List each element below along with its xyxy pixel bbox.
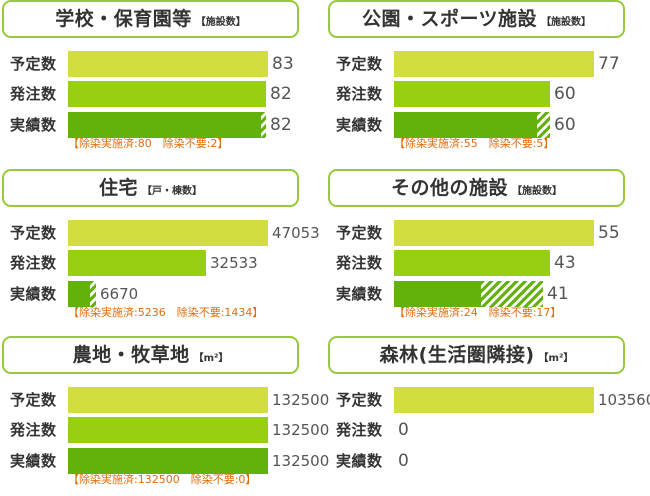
chart-title: 住宅 [98,177,138,199]
chart-header: 学校・保育園等 【施設数】 [2,0,299,38]
chart-header: 公園・スポーツ施設 【施設数】 [328,0,625,38]
chart-title: 森林(生活圏隣接) [379,344,535,366]
value-label-done: 6670 [100,285,139,303]
row-label-order: 発注数 [10,254,57,272]
row-label-done: 実績数 [10,116,57,134]
value-label-done: 60 [554,115,576,135]
value-label-order: 0 [398,420,409,440]
bar-plan [68,220,268,246]
breakdown-note: 【除染実施済:55 除染不要:5】 [394,137,555,150]
bar-order [394,81,550,107]
bar-done-decontaminated [68,112,261,138]
chart-unit: 【施設数】 [512,186,562,197]
row-label-done: 実績数 [10,285,57,303]
chart-panel: 学校・保育園等 【施設数】予定数 83 発注数 82 実績数 82 【除染実施済:80 除染不… [2,0,314,160]
value-label-order: 60 [554,84,576,104]
row-label-done: 実績数 [336,116,383,134]
value-label-done: 41 [547,284,569,304]
row-label-order: 発注数 [336,421,383,439]
bar-done-decontaminated [394,112,537,138]
bar-order [68,417,268,443]
bar-done-not-required [481,281,543,307]
chart-header: 森林(生活圏隣接) 【m²】 [328,336,625,374]
row-label-order: 発注数 [336,254,383,272]
value-label-plan: 103560 [598,391,650,409]
chart-unit: 【m²】 [193,353,229,364]
chart-panel: 森林(生活圏隣接) 【m²】予定数 103560 発注数 0 実績数 0 [328,336,650,496]
bar-done-not-required [261,112,266,138]
bar-order [68,250,206,276]
bar-plan [394,387,594,413]
bar-done [68,448,268,474]
value-label-order: 43 [554,253,576,273]
chart-header: その他の施設 【施設数】 [328,169,625,207]
row-label-plan: 予定数 [336,55,383,73]
bar-done [394,281,543,307]
row-label-plan: 予定数 [10,224,57,242]
chart-header: 農地・牧草地 【m²】 [2,336,299,374]
value-label-order: 132500 [272,421,330,439]
breakdown-note: 【除染実施済:24 除染不要:17】 [394,306,562,319]
bar-plan [394,51,594,77]
row-label-done: 実績数 [336,285,383,303]
row-label-order: 発注数 [336,85,383,103]
row-label-plan: 予定数 [336,391,383,409]
chart-header: 住宅 【戸・棟数】 [2,169,299,207]
bar-order [68,81,266,107]
chart-title: 農地・牧草地 [72,344,190,366]
chart-panel: 住宅 【戸・棟数】予定数 47053 発注数 32533 実績数 6670 【除染実施済:52… [2,169,320,329]
value-label-done: 132500 [272,452,330,470]
chart-unit: 【m²】 [538,353,574,364]
chart-title: 公園・スポーツ施設 [361,8,538,30]
bar-done-decontaminated [68,281,90,307]
breakdown-note: 【除染実施済:5236 除染不要:1434】 [68,306,264,319]
bar-order [394,250,550,276]
chart-unit: 【戸・棟数】 [142,186,202,197]
row-label-done: 実績数 [10,452,57,470]
bar-done-decontaminated [394,281,481,307]
value-label-plan: 132500 [272,391,330,409]
value-label-plan: 77 [598,54,620,74]
value-label-done: 0 [398,451,409,471]
value-label-order: 82 [270,84,292,104]
row-label-plan: 予定数 [10,55,57,73]
row-label-plan: 予定数 [10,391,57,409]
chart-panel: 公園・スポーツ施設 【施設数】予定数 77 発注数 60 実績数 60 【除染実施済:55 除… [328,0,640,160]
chart-unit: 【施設数】 [195,17,246,28]
breakdown-note: 【除染実施済:80 除染不要:2】 [68,137,229,150]
value-label-order: 32533 [210,254,258,272]
row-label-order: 発注数 [10,421,57,439]
bar-done [68,112,266,138]
chart-title: その他の施設 [390,177,508,199]
value-label-plan: 47053 [272,224,320,242]
row-label-order: 発注数 [10,85,57,103]
bar-done-not-required [90,281,96,307]
value-label-plan: 83 [272,54,294,74]
chart-panel: 農地・牧草地 【m²】予定数 132500 発注数 132500 実績数 132500 【除染… [2,336,329,496]
bar-done-decontaminated [68,448,268,474]
row-label-done: 実績数 [336,452,383,470]
value-label-done: 82 [270,115,292,135]
bar-plan [394,220,594,246]
bar-plan [68,387,268,413]
breakdown-note: 【除染実施済:132500 除染不要:0】 [68,473,257,486]
bar-done [68,281,96,307]
bar-plan [68,51,268,77]
row-label-plan: 予定数 [336,224,383,242]
bar-done-not-required [537,112,550,138]
chart-unit: 【施設数】 [541,17,592,28]
value-label-plan: 55 [598,223,620,243]
chart-panel: その他の施設 【施設数】予定数 55 発注数 43 実績数 41 【除染実施済:24 除染不要… [328,169,640,329]
bar-done [394,112,550,138]
chart-title: 学校・保育園等 [55,8,192,30]
